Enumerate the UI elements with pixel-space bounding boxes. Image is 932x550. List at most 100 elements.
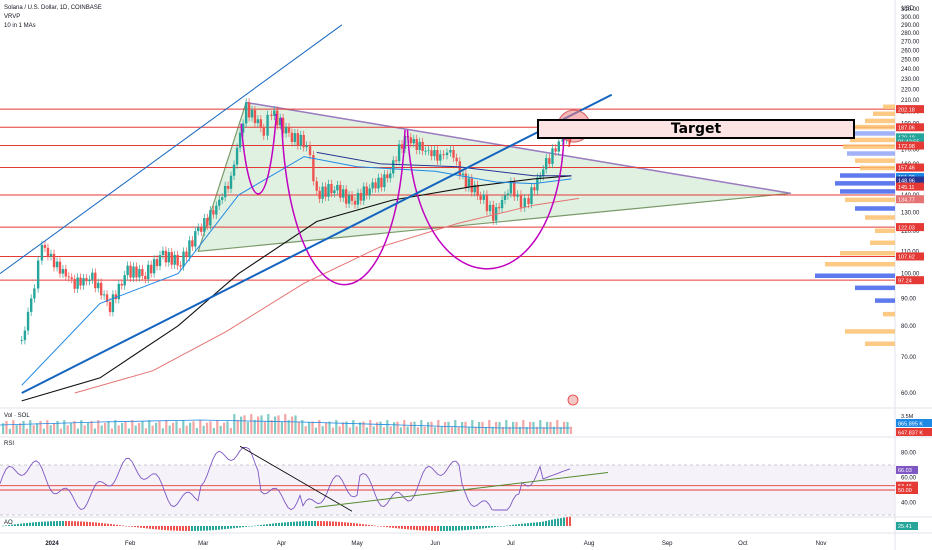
- candle-body: [344, 189, 348, 204]
- volume-bar: [291, 416, 294, 434]
- ao-bar: [284, 522, 286, 526]
- volume-bar: [36, 423, 39, 434]
- candle-body: [194, 231, 197, 247]
- candle-body: [506, 193, 510, 196]
- volume-bar: [39, 420, 42, 434]
- target-label-box: Target: [537, 119, 855, 139]
- candle-body: [176, 254, 179, 266]
- ao-bar: [437, 526, 439, 531]
- symbol-title: Solana / U.S. Dollar, 1D, COINBASE: [4, 5, 102, 11]
- ao-bar: [308, 521, 310, 526]
- volume-profile-bar: [815, 273, 895, 278]
- ao-bar: [11, 524, 13, 526]
- volume-bar: [131, 420, 134, 434]
- ao-bar: [401, 526, 403, 529]
- price-badge: [896, 176, 924, 185]
- candle-body: [273, 110, 276, 116]
- volume-badge: [896, 419, 932, 427]
- candle-body: [226, 185, 230, 189]
- candle-body: [278, 117, 282, 126]
- volume-bar: [155, 422, 158, 434]
- volume-bar: [362, 421, 365, 434]
- volume-bar: [124, 421, 127, 434]
- candle-body: [52, 253, 56, 268]
- candle-body: [315, 181, 318, 191]
- rsi-pane-label[interactable]: RSI: [4, 441, 15, 447]
- candle-body: [49, 253, 53, 257]
- indicator-ma-label[interactable]: 10 in 1 MAs: [4, 23, 36, 29]
- time-axis-tick-label: Jul: [507, 541, 515, 547]
- candle-body: [244, 102, 248, 124]
- candle-body: [232, 164, 236, 176]
- price-axis-tick-label: 210.00: [901, 98, 920, 104]
- volume-bar: [478, 421, 481, 434]
- price-axis-tick-label: 260.00: [901, 48, 920, 54]
- ao-bar: [134, 526, 136, 528]
- candle-body: [179, 265, 182, 267]
- ao-bar: [524, 523, 526, 526]
- candle-body: [182, 251, 185, 267]
- candle-body: [500, 200, 504, 209]
- ao-bar: [440, 526, 442, 531]
- volume-bar: [93, 428, 96, 434]
- candle-body: [97, 282, 100, 289]
- ao-bar: [425, 526, 427, 531]
- ao-bar: [278, 522, 280, 526]
- candle-body: [73, 278, 76, 289]
- volume-profile-bar: [843, 144, 895, 149]
- rsi-axis-tick-label: 40.00: [901, 501, 917, 507]
- currency-label[interactable]: USD: [901, 6, 914, 12]
- candle-body: [557, 141, 560, 152]
- ao-bar: [161, 526, 163, 530]
- candle-body: [135, 266, 138, 278]
- candle-body: [336, 184, 339, 191]
- candle-body: [342, 189, 345, 198]
- candle-body: [503, 195, 507, 201]
- indicator-vrvp-label[interactable]: VRVP: [4, 14, 21, 20]
- ao-bar: [473, 526, 475, 530]
- candle-body: [99, 282, 103, 296]
- volume-bar: [311, 421, 314, 434]
- ao-bar: [230, 526, 232, 529]
- volume-bar: [87, 423, 90, 434]
- candle-body: [536, 177, 539, 191]
- candle-body: [561, 139, 564, 142]
- ao-bar: [431, 526, 433, 531]
- price-axis-tick-label: 170.00: [901, 148, 920, 154]
- volume-bar: [440, 426, 443, 434]
- ao-bar: [146, 526, 148, 529]
- ao-pane-label[interactable]: AO: [4, 520, 13, 526]
- candle-body: [409, 137, 413, 144]
- candle-body: [482, 194, 485, 200]
- volume-pane-label[interactable]: Vol · SOL: [4, 413, 30, 419]
- ao-bar: [362, 524, 364, 526]
- ao-bar: [545, 520, 547, 526]
- ao-bar: [347, 522, 349, 526]
- handle-left-curve: [240, 113, 278, 195]
- ao-bar: [119, 525, 121, 526]
- candle-body: [359, 192, 363, 201]
- ao-bar: [326, 521, 328, 526]
- ao-bar: [50, 521, 52, 526]
- ao-bar: [392, 526, 394, 528]
- rsi-badge: [896, 486, 918, 494]
- volume-bar: [104, 422, 107, 434]
- ao-bar: [233, 526, 235, 529]
- candle-body: [321, 186, 324, 199]
- candle-body: [497, 207, 501, 209]
- ao-bar: [443, 526, 445, 531]
- time-axis-tick-label: Oct: [738, 541, 748, 547]
- ao-bar: [38, 521, 40, 526]
- volume-bar: [2, 423, 5, 434]
- candle-body: [23, 330, 27, 341]
- price-badge: [896, 137, 924, 146]
- time-axis-tick-label: Feb: [125, 541, 136, 547]
- volume-profile-bar: [840, 250, 895, 256]
- ao-bar: [98, 522, 100, 526]
- volume-bar: [501, 426, 504, 434]
- candle-body: [339, 184, 342, 198]
- volume-bar: [345, 421, 348, 434]
- ao-bar: [101, 523, 103, 526]
- ao-bar: [299, 521, 301, 526]
